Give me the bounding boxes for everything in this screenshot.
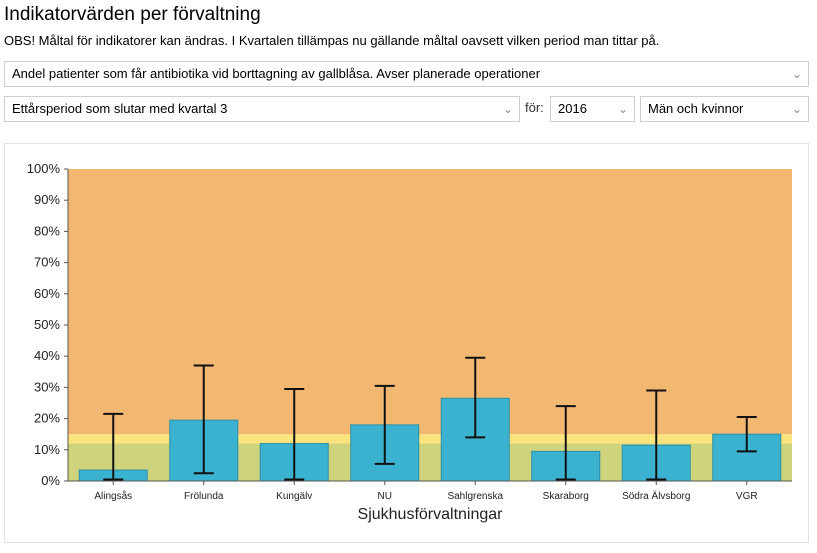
y-tick-label: 20% xyxy=(34,411,60,426)
x-tick-label: Södra Älvsborg xyxy=(622,490,690,502)
target-band-target-high xyxy=(68,169,792,435)
y-tick-label: 50% xyxy=(34,317,60,332)
chevron-down-icon: ⌄ xyxy=(791,67,802,81)
target-band-target-mid xyxy=(68,434,792,444)
target-change-notice: OBS! Måltal för indikatorer kan ändras. … xyxy=(4,33,660,48)
y-tick-label: 100% xyxy=(27,161,61,176)
year-label: för: xyxy=(525,100,544,115)
year-select[interactable]: 2016 ⌄ xyxy=(550,96,635,122)
y-tick-label: 0% xyxy=(41,473,60,488)
indicator-select-value: Andel patienter som får antibiotika vid … xyxy=(12,66,541,81)
year-select-value: 2016 xyxy=(558,101,587,116)
x-tick-label: Frölunda xyxy=(184,491,224,502)
x-tick-label: Sahlgrenska xyxy=(447,491,503,502)
period-select[interactable]: Ettårsperiod som slutar med kvartal 3 ⌄ xyxy=(4,96,520,122)
x-axis-title: Sjukhusförvaltningar xyxy=(358,506,504,523)
chevron-down-icon: ⌄ xyxy=(502,102,513,116)
chart-panel: 0% 10% 20% 30% 40% 50% 60% 70% 80% 90% 100% Alingså… xyxy=(4,143,809,543)
chevron-down-icon: ⌄ xyxy=(791,102,802,116)
x-tick-label: NU xyxy=(378,491,392,502)
indicator-bar-chart: 0% 10% 20% 30% 40% 50% 60% 70% 80% 90% 100% Alingså… xyxy=(27,161,792,523)
x-tick-label: Kungälv xyxy=(276,491,312,502)
y-tick-label: 80% xyxy=(34,223,60,238)
y-tick-label: 60% xyxy=(34,286,60,301)
x-tick-label: Skaraborg xyxy=(543,491,589,502)
x-tick-label: Alingsås xyxy=(94,490,132,502)
y-tick-label: 30% xyxy=(34,379,60,394)
y-tick-label: 70% xyxy=(34,255,60,270)
indicator-select[interactable]: Andel patienter som får antibiotika vid … xyxy=(4,61,809,87)
y-tick-label: 40% xyxy=(34,348,60,363)
gender-select[interactable]: Män och kvinnor ⌄ xyxy=(640,96,809,122)
x-tick-label: VGR xyxy=(736,491,758,502)
chevron-down-icon: ⌄ xyxy=(617,102,628,116)
y-tick-label: 90% xyxy=(34,192,60,207)
gender-select-value: Män och kvinnor xyxy=(648,101,744,116)
period-select-value: Ettårsperiod som slutar med kvartal 3 xyxy=(12,101,228,116)
page-title: Indikatorvärden per förvaltning xyxy=(4,4,261,25)
y-tick-label: 10% xyxy=(34,442,60,457)
